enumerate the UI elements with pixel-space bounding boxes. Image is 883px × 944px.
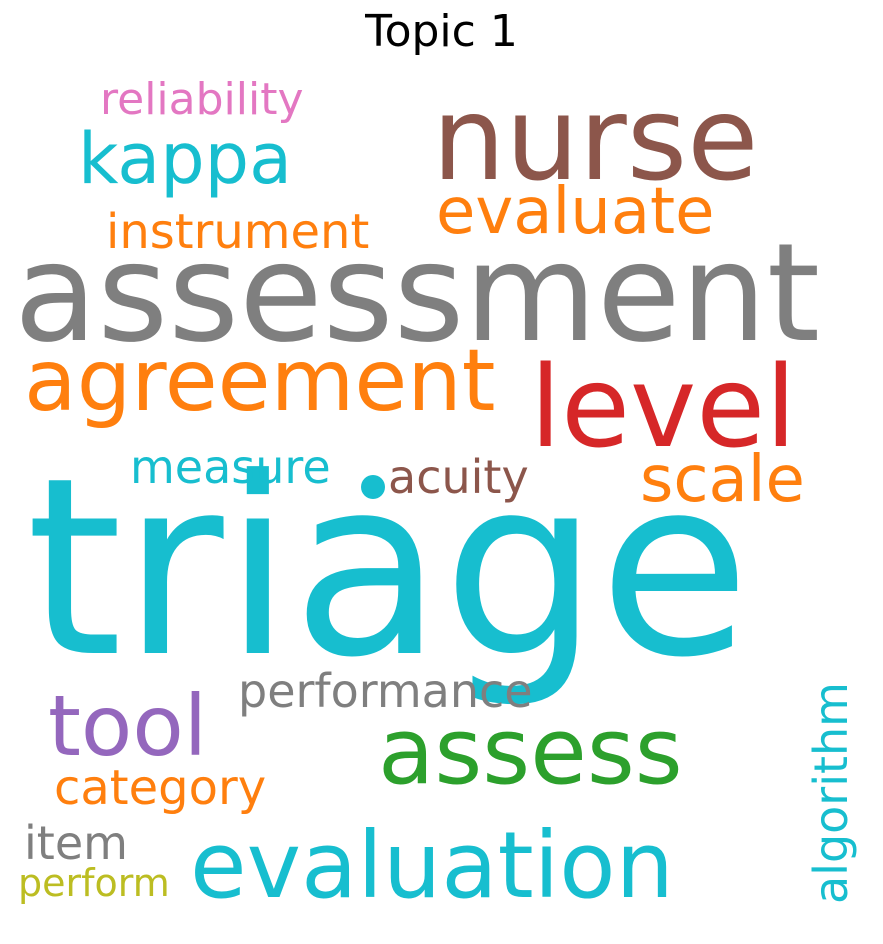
word-assess: assess	[378, 698, 683, 805]
word-tool: tool	[48, 677, 208, 775]
word-agreement: agreement	[24, 331, 496, 431]
word-assessment: assessment	[14, 215, 821, 373]
word-performance: performance	[238, 664, 533, 718]
word-acuity: acuity	[388, 450, 529, 504]
word-level: level	[530, 343, 797, 473]
word-kappa: kappa	[78, 118, 292, 200]
word-item: item	[24, 816, 128, 870]
word-instrument: instrument	[106, 204, 370, 260]
word-evaluation: evaluation	[190, 812, 674, 919]
chart-title: Topic 1	[365, 6, 518, 57]
word-measure: measure	[130, 440, 331, 494]
word-reliability: reliability	[100, 74, 304, 125]
word-perform: perform	[18, 861, 170, 905]
dot-mark	[361, 475, 385, 499]
word-algorithm: algorithm	[804, 681, 859, 905]
word-evaluate: evaluate	[436, 175, 715, 249]
word-nurse: nurse	[432, 72, 759, 207]
word-triage: triage	[26, 426, 751, 712]
word-scale: scale	[640, 443, 805, 517]
word-category: category	[54, 760, 267, 816]
